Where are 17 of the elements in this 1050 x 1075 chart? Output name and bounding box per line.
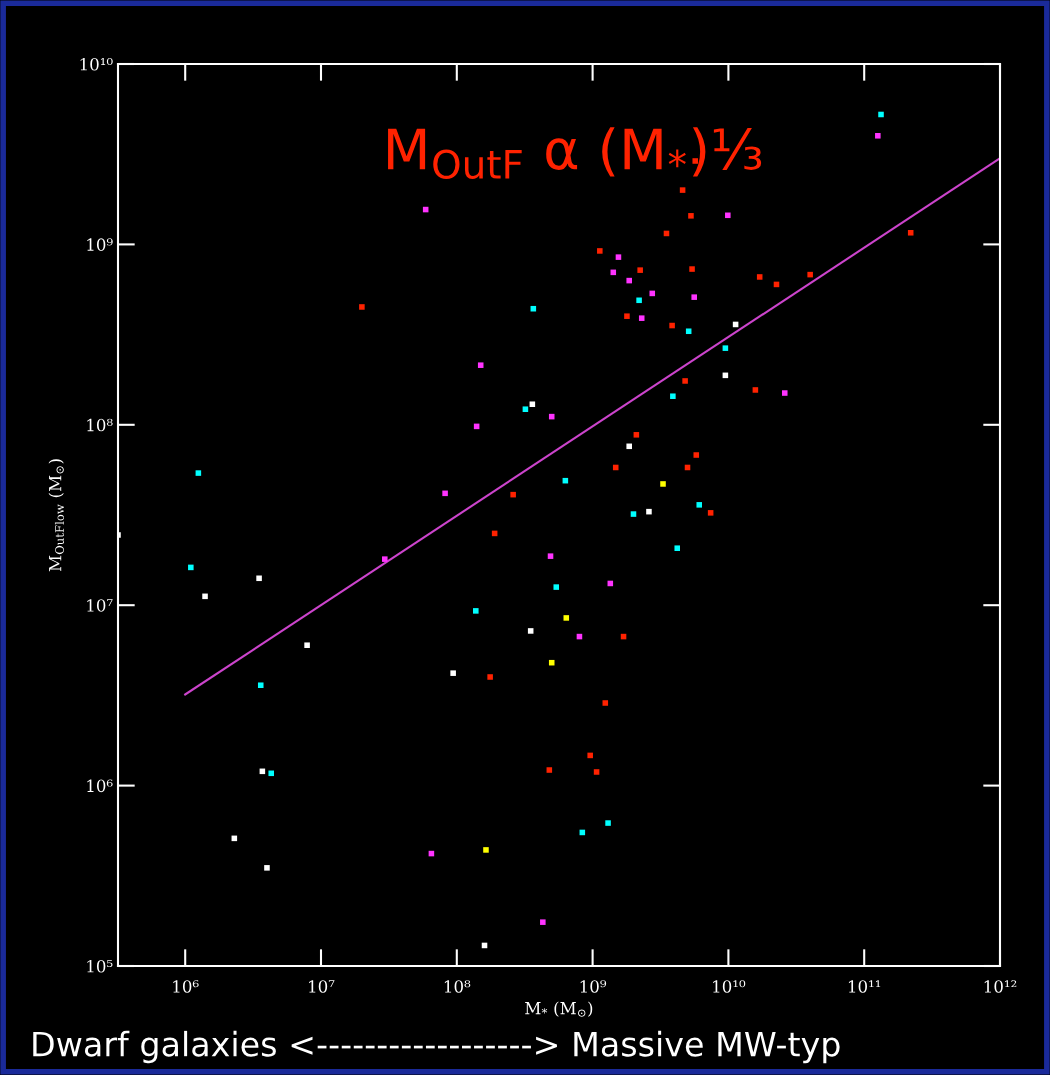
- y-tick-label: 10⁷: [87, 599, 113, 612]
- y-axis-title: M$_{OutFlow}$ (M$_{⊙}$): [48, 459, 64, 572]
- x-tick-label: 10⁸: [444, 980, 471, 993]
- text: M$_{OutF}$ α (M$_{*}$)⅓: [388, 127, 762, 179]
- x-tick-label: 10¹¹: [848, 980, 881, 993]
- x-tick-label: 10⁶: [173, 980, 199, 993]
- x-tick-label: 10⁷: [309, 980, 335, 993]
- x-tick-label: 10¹²: [984, 980, 1017, 993]
- text: Dwarf galaxies <------------------> Massive MW-typ: [33, 1030, 840, 1064]
- x-axis-title: M$_{*}$ (M$_{⊙}$): [525, 1001, 593, 1017]
- y-tick-label: 10⁸: [87, 418, 113, 432]
- x-tick-label: 10⁹: [580, 980, 607, 993]
- y-tick-label: 10⁵: [87, 959, 113, 973]
- y-tick-label: 10⁹: [87, 238, 113, 251]
- x-tick-label: 10¹⁰: [713, 980, 746, 993]
- y-tick-label: 10¹⁰: [80, 57, 113, 71]
- y-tick-label: 10⁶: [87, 779, 113, 793]
